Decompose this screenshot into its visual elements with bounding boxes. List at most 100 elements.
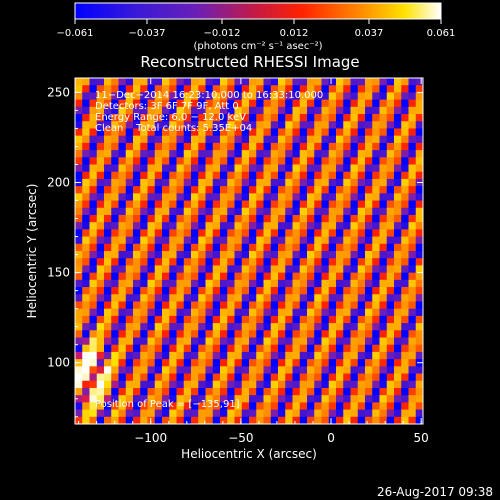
heatmap-cell bbox=[169, 395, 177, 403]
heatmap-cell bbox=[270, 294, 279, 302]
heatmap-cell bbox=[299, 99, 308, 108]
heatmap-cell bbox=[401, 294, 409, 302]
heatmap-cell bbox=[299, 416, 308, 424]
heatmap-cell bbox=[133, 315, 141, 324]
heatmap-cell bbox=[401, 164, 409, 173]
heatmap-cell bbox=[401, 387, 409, 396]
heatmap-cell bbox=[328, 121, 337, 129]
heatmap-cell bbox=[227, 351, 235, 360]
heatmap-cell bbox=[205, 236, 214, 245]
heatmap-cell bbox=[169, 114, 177, 122]
heatmap-cell bbox=[285, 214, 293, 223]
heatmap-cell bbox=[205, 409, 214, 418]
heatmap-cell bbox=[249, 157, 257, 165]
heatmap-cell bbox=[154, 207, 163, 216]
heatmap-cell bbox=[278, 315, 286, 324]
heatmap-cell bbox=[183, 301, 192, 310]
heatmap-cell bbox=[343, 85, 351, 93]
heatmap-cell bbox=[89, 85, 98, 93]
heatmap-cell bbox=[307, 243, 315, 252]
heatmap-cell bbox=[343, 308, 351, 317]
heatmap-cell bbox=[249, 186, 257, 194]
heatmap-cell bbox=[96, 236, 105, 245]
heatmap-cell bbox=[104, 92, 112, 101]
heatmap-cell bbox=[263, 265, 272, 274]
heatmap-cell bbox=[350, 409, 359, 418]
heatmap-cell bbox=[307, 308, 315, 317]
heatmap-cell bbox=[96, 114, 105, 122]
heatmap-cell bbox=[162, 387, 170, 396]
heatmap-cell bbox=[169, 387, 177, 396]
heatmap-cell bbox=[357, 251, 366, 259]
heatmap-cell bbox=[125, 272, 134, 281]
heatmap-cell bbox=[415, 214, 423, 223]
heatmap-cell bbox=[307, 178, 315, 187]
heatmap-cell bbox=[328, 351, 337, 360]
heatmap-cell bbox=[350, 315, 359, 324]
heatmap-cell bbox=[336, 402, 344, 410]
heatmap-cell bbox=[111, 236, 119, 245]
heatmap-cell bbox=[408, 258, 417, 266]
heatmap-cell bbox=[285, 171, 293, 180]
heatmap-cell bbox=[183, 236, 192, 245]
heatmap-cell bbox=[350, 359, 359, 367]
heatmap-cell bbox=[147, 337, 156, 346]
heatmap-cell bbox=[96, 99, 105, 108]
heatmap-cell bbox=[205, 315, 214, 324]
heatmap-cell bbox=[191, 207, 199, 216]
heatmap-cell bbox=[118, 236, 127, 245]
heatmap-cell bbox=[118, 178, 127, 187]
heatmap-cell bbox=[154, 294, 163, 302]
heatmap-cell bbox=[299, 323, 308, 331]
heatmap-cell bbox=[234, 308, 243, 317]
heatmap-cell bbox=[118, 243, 127, 252]
heatmap-cell bbox=[270, 200, 279, 209]
heatmap-cell bbox=[386, 366, 395, 374]
heatmap-cell bbox=[212, 150, 221, 158]
heatmap-cell bbox=[169, 409, 177, 418]
heatmap-cell bbox=[299, 366, 308, 374]
heatmap-cell bbox=[118, 265, 127, 274]
heatmap-cell bbox=[227, 135, 235, 144]
heatmap-cell bbox=[328, 373, 337, 382]
heatmap-cell bbox=[278, 222, 286, 230]
heatmap-cell bbox=[154, 171, 163, 180]
heatmap-cell bbox=[328, 294, 337, 302]
heatmap-cell bbox=[234, 78, 243, 86]
heatmap-cell bbox=[307, 395, 315, 403]
heatmap-cell bbox=[111, 308, 119, 317]
heatmap-cell bbox=[89, 301, 98, 310]
heatmap-cell bbox=[415, 207, 423, 216]
heatmap-cell bbox=[89, 330, 98, 338]
heatmap-cell bbox=[191, 402, 199, 410]
heatmap-cell bbox=[307, 193, 315, 201]
heatmap-cell bbox=[111, 416, 119, 424]
heatmap-cell bbox=[234, 243, 243, 252]
heatmap-cell bbox=[89, 409, 98, 418]
heatmap-cell bbox=[386, 294, 395, 302]
heatmap-cell bbox=[292, 359, 301, 367]
heatmap-cell bbox=[75, 164, 83, 173]
heatmap-cell bbox=[133, 308, 141, 317]
heatmap-cell bbox=[75, 78, 83, 86]
heatmap-cell bbox=[343, 178, 351, 187]
heatmap-cell bbox=[133, 409, 141, 418]
heatmap-cell bbox=[205, 344, 214, 353]
heatmap-cell bbox=[104, 243, 112, 252]
heatmap-cell bbox=[111, 135, 119, 144]
heatmap-cell bbox=[249, 402, 257, 410]
heatmap-cell bbox=[220, 142, 228, 151]
heatmap-cell bbox=[357, 409, 366, 418]
heatmap-cell bbox=[372, 387, 380, 396]
heatmap-cell bbox=[336, 121, 344, 129]
heatmap-cell bbox=[104, 294, 112, 302]
heatmap-cell bbox=[249, 92, 257, 101]
heatmap-cell bbox=[278, 395, 286, 403]
heatmap-cell bbox=[408, 351, 417, 360]
heatmap-cell bbox=[147, 258, 156, 266]
heatmap-cell bbox=[154, 272, 163, 281]
heatmap-cell bbox=[270, 272, 279, 281]
heatmap-cell bbox=[227, 265, 235, 274]
heatmap-cell bbox=[125, 164, 134, 173]
heatmap-cell bbox=[118, 99, 127, 108]
